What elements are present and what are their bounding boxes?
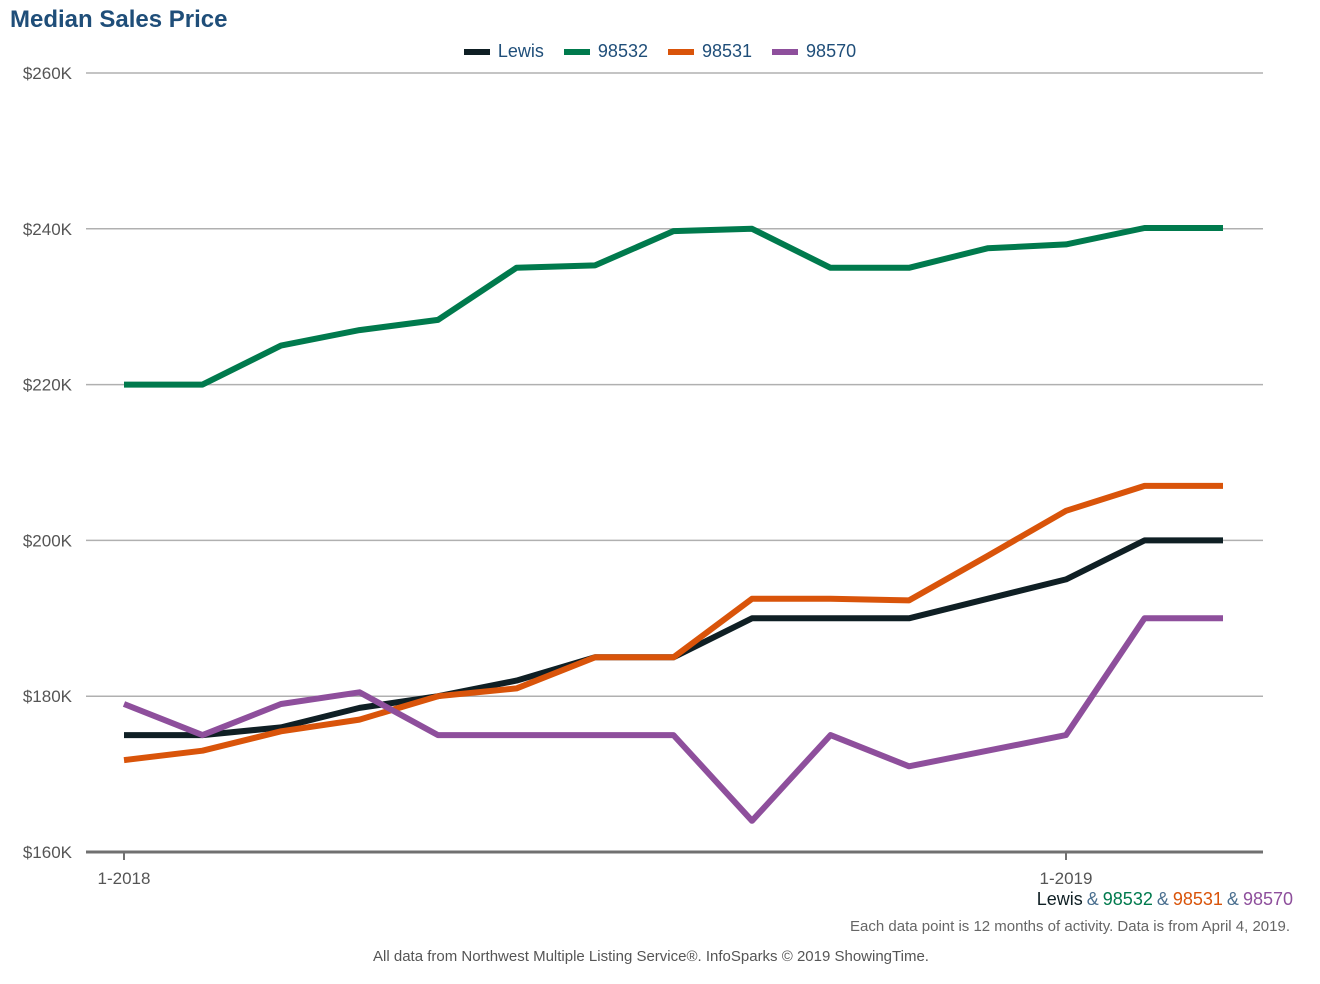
y-tick-label: $160K: [23, 843, 73, 862]
legend-item-98570[interactable]: 98570: [772, 41, 856, 62]
series-line-98570: [122, 615, 1223, 824]
legend-item-98532[interactable]: 98532: [563, 41, 648, 62]
y-tick-label: $240K: [23, 220, 73, 239]
legend-item-lewis[interactable]: Lewis: [463, 41, 544, 62]
series-line-Lewis: [124, 537, 1223, 739]
data-source: All data from Northwest Multiple Listing…: [373, 948, 929, 965]
y-tick-label: $180K: [23, 687, 73, 706]
legend-label-98570: 98570: [806, 41, 857, 61]
footer-series-list: Lewis & 98532 & 98531 & 98570: [1037, 889, 1293, 910]
data-note: Each data point is 12 months of activity…: [850, 918, 1290, 935]
legend-label-98532: 98532: [597, 41, 648, 61]
footer-amp: &: [1226, 889, 1239, 909]
footer-series-98570: 98570: [1242, 889, 1293, 909]
y-tick-label: $200K: [23, 531, 73, 550]
legend-swatch-98532: [563, 48, 590, 55]
footer-series-98532: 98532: [1102, 889, 1153, 909]
chart-title: Median Sales Price: [10, 6, 228, 33]
footer-amp: &: [1086, 889, 1099, 909]
series-line-98531: [123, 482, 1223, 764]
legend-label-98531: 98531: [701, 41, 753, 61]
y-tick-label: $220K: [23, 376, 73, 395]
y-tick-label: $260K: [23, 64, 73, 83]
footer-series-98531: 98531: [1172, 889, 1223, 909]
legend: Lewis 98532 98531 98570: [0, 41, 1320, 62]
series-line-98532: [124, 225, 1223, 388]
footer-series-lewis: Lewis: [1036, 889, 1083, 909]
legend-item-98531[interactable]: 98531: [667, 41, 753, 62]
x-tick-label: 1-2019: [1040, 869, 1093, 888]
x-tick-label: 1-2018: [98, 869, 151, 888]
legend-label-lewis: Lewis: [497, 41, 544, 61]
legend-swatch-98570: [772, 48, 799, 55]
legend-swatch-lewis: [463, 48, 490, 55]
legend-swatch-98531: [667, 48, 694, 55]
footer-amp: &: [1156, 889, 1169, 909]
